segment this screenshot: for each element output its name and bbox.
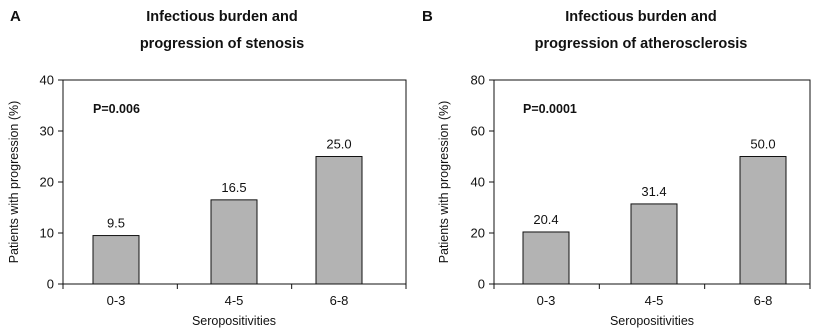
panel-b-x-tick-label-6-8: 6-8 xyxy=(754,293,773,308)
panel-a-y-tick-label: 0 xyxy=(47,277,54,292)
panel-b-bar-6-8 xyxy=(739,156,787,285)
panel-a: A Infectious burden and progression of s… xyxy=(7,8,407,328)
panel-b-y-tick-label: 40 xyxy=(471,175,485,190)
panel-a-y-tick-label: 30 xyxy=(40,124,54,139)
panel-b-x-axis-title: Seropositivities xyxy=(610,314,694,328)
panel-a-title-line-2: progression of stenosis xyxy=(140,36,304,52)
panel-a-title-line-1: Infectious burden and xyxy=(146,9,297,25)
panel-a-bar-0-3 xyxy=(92,235,140,285)
panel-b-x-tick-label-4-5: 4-5 xyxy=(645,293,664,308)
panel-b-x-ticks: 0-3 4-5 6-8 xyxy=(493,284,811,308)
panel-b-title-line-1: Infectious burden and xyxy=(565,9,716,25)
panel-b-letter: B xyxy=(422,8,433,25)
panel-a-p-value: P=0.006 xyxy=(93,102,140,116)
panel-a-y-ticks: 0 10 20 30 40 xyxy=(40,73,63,292)
panel-a-y-tick-label: 20 xyxy=(40,175,54,190)
panel-b-bar-4-5 xyxy=(630,203,678,285)
panel-b-y-tick-label: 60 xyxy=(471,124,485,139)
panel-a-bar-6-8 xyxy=(315,156,363,285)
panel-a-value-label-0-3: 9.5 xyxy=(107,216,125,231)
panel-b-value-label-0-3: 20.4 xyxy=(533,212,558,227)
panel-a-x-tick-label-6-8: 6-8 xyxy=(330,293,349,308)
panel-a-y-tick-label: 40 xyxy=(40,73,54,88)
panel-a-value-label-4-5: 16.5 xyxy=(221,180,246,195)
panel-b-value-label-6-8: 50.0 xyxy=(750,137,775,152)
panel-b-y-tick-label: 0 xyxy=(478,277,485,292)
panel-b-value-label-4-5: 31.4 xyxy=(641,184,666,199)
panel-b-y-ticks: 0 20 40 60 80 xyxy=(471,73,494,292)
panel-b-bar-0-3 xyxy=(522,231,570,285)
panel-a-y-tick-label: 10 xyxy=(40,226,54,241)
panel-a-x-tick-label-0-3: 0-3 xyxy=(107,293,126,308)
panel-b-y-tick-label: 80 xyxy=(471,73,485,88)
panel-b-p-value: P=0.0001 xyxy=(523,102,577,116)
panel-a-letter: A xyxy=(10,8,21,25)
panel-b-title-line-2: progression of atherosclerosis xyxy=(535,36,748,52)
panel-a-value-label-6-8: 25.0 xyxy=(326,137,351,152)
panel-b: B Infectious burden and progression of a… xyxy=(422,8,811,328)
panel-a-bars: 9.5 16.5 25.0 xyxy=(92,137,363,285)
panel-a-x-axis-title: Seropositivities xyxy=(192,314,276,328)
panel-a-x-tick-label-4-5: 4-5 xyxy=(225,293,244,308)
panel-b-x-tick-label-0-3: 0-3 xyxy=(537,293,556,308)
panel-a-x-ticks: 0-3 4-5 6-8 xyxy=(62,284,407,308)
panel-a-y-axis-title: Patients with progression (%) xyxy=(7,101,21,264)
panel-b-y-tick-label: 20 xyxy=(471,226,485,241)
panel-a-bar-4-5 xyxy=(210,199,258,285)
panel-b-bars: 20.4 31.4 50.0 xyxy=(522,137,787,285)
panel-b-y-axis-title: Patients with progression (%) xyxy=(437,101,451,264)
